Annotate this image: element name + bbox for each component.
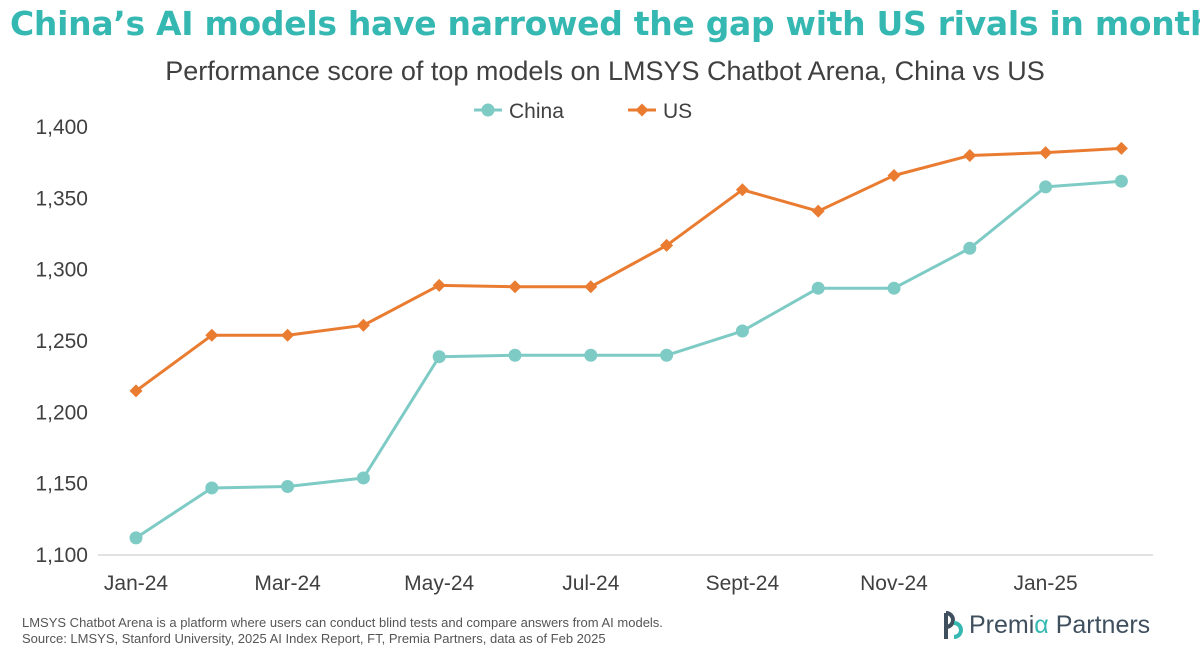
us-point [281,328,295,342]
legend-marker [481,103,495,117]
china-point [281,480,295,494]
china-point [508,348,522,362]
y-axis: 1,100 1,150 1,200 1,250 1,300 1,350 1,400 [35,116,88,567]
headline: China’s AI models have narrowed the gap … [10,4,1200,43]
china-point [205,481,219,495]
series-line-china [135,179,1122,540]
us-point [205,328,219,342]
premia-partners-logo: Premiα Partners [937,609,1150,641]
x-tick-label: Jul-24 [562,572,620,595]
us-point [887,169,901,183]
us-point [1114,141,1128,155]
legend-label: China [509,100,564,123]
series-china [129,174,1128,545]
footnote-description: LMSYS Chatbot Arena is a platform where … [22,615,663,630]
series-line-us [135,146,1122,393]
x-tick-label: Sept-24 [706,572,780,595]
china-point [356,471,370,485]
legend-item-china: China [474,100,564,123]
china-point [963,241,977,255]
logo-mark-icon [944,611,963,639]
x-tick-label: Jan-25 [1013,572,1077,595]
us-point [432,278,446,292]
x-tick-label: Nov-24 [860,572,928,595]
series-layer [129,141,1128,545]
china-point [735,324,749,338]
china-point [660,348,674,362]
us-point [356,318,370,332]
china-point [584,348,598,362]
china-point [432,350,446,364]
chart-subtitle: Performance score of top models on LMSYS… [165,56,1044,86]
logo-text-suffix: Partners [1048,610,1151,639]
logo-text-alpha: α [1034,610,1049,639]
logo-wordmark: Premiα Partners [969,611,1150,640]
y-tick-label: 1,100 [35,544,88,567]
us-point [1039,146,1053,160]
y-tick-label: 1,350 [35,187,88,210]
series-us [129,141,1128,398]
us-point [129,384,143,398]
china-point [811,281,825,295]
us-point [811,204,825,218]
y-tick-label: 1,150 [35,473,88,496]
y-tick-label: 1,200 [35,401,88,424]
china-point [129,531,143,545]
china-point [1114,174,1128,188]
x-tick-label: May-24 [404,572,474,595]
logo-text-prefix: Premi [969,610,1035,639]
us-point [963,149,977,163]
y-tick-label: 1,400 [35,116,88,139]
footnote-source: Source: LMSYS, Stanford University, 2025… [22,631,606,646]
y-tick-label: 1,250 [35,330,88,353]
chart-legend: China US [474,100,692,123]
us-point [660,238,674,252]
us-point [584,280,598,294]
y-tick-label: 1,300 [35,259,88,282]
x-axis: Jan-24 Mar-24 May-24 Jul-24 Sept-24 Nov-24 Jan… [98,554,1153,595]
china-point [1039,180,1053,194]
legend-item-us: US [628,100,692,123]
legend-marker [635,103,649,117]
x-tick-label: Jan-24 [104,572,169,595]
china-point [887,281,901,295]
us-point [508,280,522,294]
us-point [735,183,749,197]
x-tick-label: Mar-24 [254,572,321,595]
legend-label: US [663,100,692,123]
